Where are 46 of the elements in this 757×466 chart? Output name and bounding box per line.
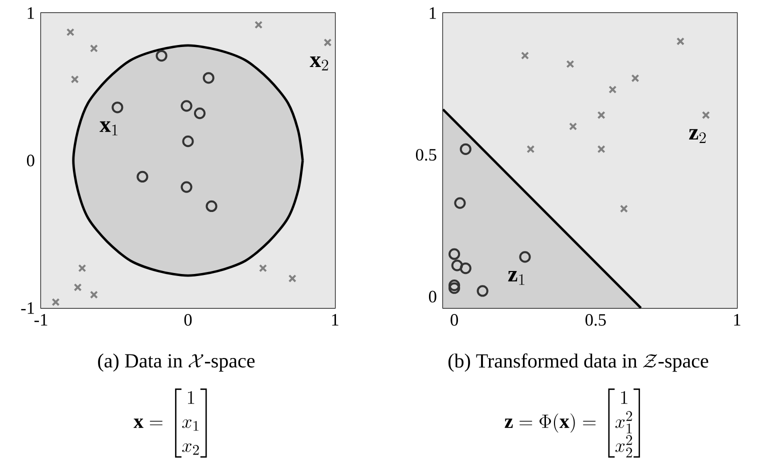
- point: [454, 197, 466, 209]
- point: [90, 290, 98, 299]
- point: [608, 86, 617, 94]
- x-tick-label: 1: [332, 314, 338, 326]
- annotation: $\mathbf{x}_1$: [100, 121, 118, 136]
- point: [519, 251, 531, 263]
- point: [476, 285, 488, 297]
- point: [66, 28, 74, 36]
- text: $\mbox{(b) Transformed data in }\mathcal{Z}\mbox{-space}$: [448, 353, 708, 372]
- y-tick-label: 0: [26, 154, 34, 166]
- y-tick-label: 1: [28, 7, 34, 19]
- text: $\mathbf{z}=\Phi(\mathbf{x})=\begin{bmatrix}1\\x_1^2\\x_2^2\end{bmatrix}$: [504, 388, 640, 458]
- point: [620, 204, 628, 213]
- point: [52, 298, 60, 306]
- point: [526, 145, 535, 154]
- text: $\mathbf{x}=\begin{bmatrix}1\\x_1\\x_2\end{bmatrix}$: [134, 388, 207, 458]
- point: [597, 145, 606, 154]
- point: [451, 260, 463, 272]
- point: [676, 37, 684, 46]
- point: [520, 52, 529, 60]
- point: [566, 60, 574, 68]
- point: [631, 74, 640, 82]
- point: [324, 38, 332, 47]
- point: [74, 283, 82, 292]
- point: [448, 280, 460, 292]
- point: [254, 20, 263, 29]
- x-tick-label: 0.5: [585, 314, 606, 326]
- point: [460, 262, 472, 274]
- point: [597, 111, 606, 120]
- annotation: $\mathbf{x}_2$: [310, 56, 328, 70]
- y-tick-label: -1: [21, 302, 34, 314]
- x-tick-label: 1: [734, 314, 740, 326]
- point: [448, 248, 460, 260]
- y-tick-label: 0: [428, 290, 436, 302]
- point: [460, 143, 472, 155]
- point: [569, 122, 578, 130]
- y-tick-label: 0.5: [416, 148, 436, 161]
- annotation: $\mathbf{z}_1$: [508, 270, 524, 285]
- x-tick-label: 0: [450, 314, 458, 326]
- y-tick-label: 1: [430, 7, 436, 19]
- x-tick-label: -1: [34, 314, 48, 326]
- text: $\mbox{(a) Data in }\mathcal{X}\mbox{-space}$: [98, 354, 255, 372]
- annotation: $\mathbf{z}_2$: [689, 129, 706, 144]
- x-tick-label: 0: [184, 314, 192, 326]
- point: [702, 111, 710, 120]
- point: [448, 282, 460, 294]
